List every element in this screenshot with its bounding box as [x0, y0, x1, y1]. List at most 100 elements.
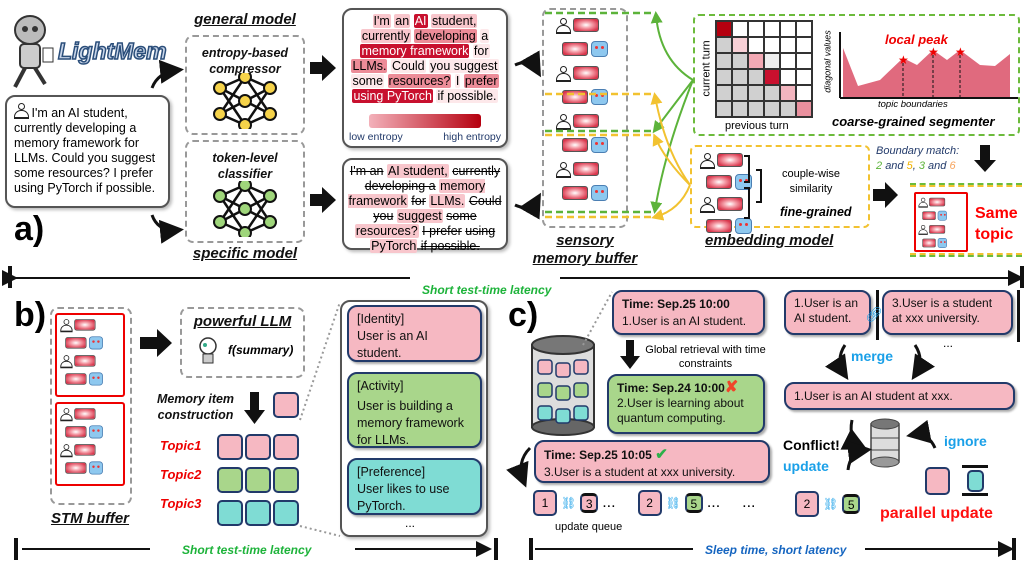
queue-item: 5 [684, 493, 703, 513]
merge-arrow-icon [825, 344, 849, 380]
link-icon: 🔗︎ [865, 306, 883, 322]
update-label: update [783, 458, 829, 474]
matrix-cell [748, 69, 764, 85]
cross-icon: ✘ [724, 379, 739, 396]
robot-icon [591, 185, 608, 201]
neuron [238, 94, 252, 108]
user-icon [700, 153, 715, 169]
entry-text: 1.User is an AI student. [622, 314, 747, 328]
message-icon [65, 373, 87, 385]
down-arrow-icon [974, 145, 996, 172]
classified-token: LLMs. [429, 194, 466, 208]
input-text: I'm an AI student, currently developing … [14, 106, 156, 195]
topic-memory-grid [217, 434, 299, 526]
curved-arrow-icon [514, 192, 541, 220]
assistant-turn [556, 182, 626, 204]
assistant-turn [60, 459, 111, 477]
classified-token: PyTorch [370, 239, 418, 253]
divider [1017, 290, 1020, 342]
user-icon [14, 103, 29, 119]
classifier-box: token-level classifier [185, 140, 305, 243]
entropy-token: resources? [387, 74, 452, 88]
matrix-cell [716, 69, 732, 85]
card-tag: [Identity] [357, 312, 405, 326]
topic-memory-cell [245, 434, 271, 460]
classifier-label: token-level classifier [212, 151, 278, 181]
merge-arrow-icon [911, 344, 935, 380]
merge-right-entry: 3.User is a student at xxx university. [882, 290, 1013, 335]
matrix-cell [796, 53, 812, 69]
entropy-token: memory framework [360, 44, 470, 58]
matrix-cell [764, 101, 780, 117]
ai-head-icon [199, 337, 217, 364]
memory-entry-2: Time: Sep.24 10:00✘ 2.User is learning ab… [607, 374, 765, 434]
right-arrow-icon [310, 55, 336, 81]
panel-b-label: b) [14, 296, 47, 334]
matrix-cell [764, 69, 780, 85]
stm-buffer-box [50, 307, 132, 505]
assistant-turn [60, 423, 111, 441]
f-summary-label: f(summary) [228, 343, 294, 357]
classified-token: suggest [396, 209, 443, 223]
message-icon [922, 238, 937, 248]
segmenter-title: coarse-grained segmenter [832, 114, 995, 129]
matrix-cell [716, 85, 732, 101]
neuron [238, 73, 252, 84]
neuron [263, 215, 277, 229]
assistant-turn [918, 209, 947, 223]
llm-box: powerful LLM f(summary) [180, 307, 305, 378]
neuron [238, 118, 252, 129]
card-text: User is an AI student. [357, 329, 428, 360]
ignore-label: ignore [944, 433, 987, 449]
boundary-line [910, 253, 1022, 257]
neural-network-icon [213, 181, 277, 237]
neuron [213, 189, 227, 203]
update-queue: 1 ⛓ 3... 2 ⛓ 5...... [533, 490, 756, 516]
previous-turn-label: previous turn [725, 120, 789, 132]
neuron [263, 107, 277, 121]
queue-ellipsis: ... [706, 494, 721, 511]
user-icon [60, 408, 73, 422]
divider [962, 465, 988, 468]
message-icon [65, 462, 87, 474]
matrix-cell [732, 53, 748, 69]
neural-network-icon [213, 73, 277, 129]
user-icon [556, 18, 571, 34]
matrix-cell [748, 85, 764, 101]
message-icon [717, 197, 743, 211]
assistant-turn [700, 215, 868, 237]
matrix-cell [780, 101, 796, 117]
card-tag: [Preference] [357, 465, 426, 479]
topic-memory-cell [245, 467, 271, 493]
entropy-token: you suggest [429, 59, 499, 73]
latency-label-c: Sleep time, short latency [705, 543, 847, 557]
message-icon [74, 355, 96, 367]
user-turn [556, 62, 626, 84]
matrix-cell [748, 101, 764, 117]
message-icon [562, 186, 588, 200]
boundary-match: Boundary match: 2 and 5, 3 and 6 [876, 144, 959, 174]
fine-boundary-curves [650, 92, 691, 221]
similarity-matrix [715, 20, 813, 118]
message-icon [65, 426, 87, 438]
entropy-output-box: I'm an AI student, currently developing … [342, 8, 508, 148]
assistant-turn [918, 236, 947, 250]
queue-item: 2 [795, 491, 819, 517]
down-arrow-icon [244, 392, 265, 424]
merge-label: merge [851, 348, 894, 364]
card-tag: [Activity] [357, 379, 404, 393]
queue-item: 3 [580, 493, 599, 513]
robot-icon [735, 218, 752, 234]
message-icon [573, 162, 599, 176]
message-icon [573, 18, 599, 32]
boundary-match-label: Boundary match: [876, 145, 960, 157]
existing-item [967, 470, 984, 492]
panel-c-label: c) [508, 296, 539, 334]
entry-time-text: Time: Sep.24 10:00 [617, 381, 725, 395]
classified-token: if possible. [420, 239, 480, 253]
topic1-label: Topic1 [160, 438, 202, 453]
conflict-label: Conflict! [783, 437, 840, 453]
latency-label-a: Short test-time latency [422, 283, 552, 297]
matrix-cell [716, 37, 732, 53]
